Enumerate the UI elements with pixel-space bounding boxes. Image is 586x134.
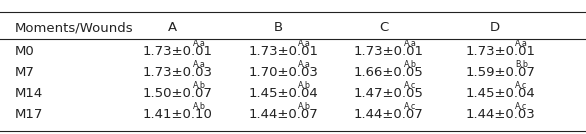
Text: M14: M14 — [15, 87, 43, 100]
Text: A,c: A,c — [515, 102, 527, 111]
Text: C: C — [379, 21, 389, 34]
Text: 1.66±0.05: 1.66±0.05 — [354, 66, 424, 79]
Text: 1.47±0.05: 1.47±0.05 — [354, 87, 424, 100]
Text: B: B — [274, 21, 283, 34]
Text: 1.50±0.07: 1.50±0.07 — [143, 87, 213, 100]
Text: 1.44±0.07: 1.44±0.07 — [354, 108, 424, 121]
Text: A,a: A,a — [193, 60, 206, 69]
Text: A,b: A,b — [193, 81, 206, 90]
Text: 1.73±0.01: 1.73±0.01 — [248, 45, 319, 58]
Text: 1.73±0.01: 1.73±0.01 — [143, 45, 213, 58]
Text: A,c: A,c — [404, 102, 416, 111]
Text: 1.45±0.04: 1.45±0.04 — [248, 87, 318, 100]
Text: A,a: A,a — [515, 39, 528, 48]
Text: A,c: A,c — [515, 81, 527, 90]
Text: A,b: A,b — [298, 102, 311, 111]
Text: A,a: A,a — [298, 39, 311, 48]
Text: B,b: B,b — [515, 60, 528, 69]
Text: 1.73±0.03: 1.73±0.03 — [143, 66, 213, 79]
Text: A,b: A,b — [404, 60, 417, 69]
Text: A: A — [168, 21, 178, 34]
Text: D: D — [490, 21, 500, 34]
Text: A,a: A,a — [404, 39, 417, 48]
Text: A,b: A,b — [193, 102, 206, 111]
Text: 1.73±0.01: 1.73±0.01 — [465, 45, 536, 58]
Text: 1.44±0.07: 1.44±0.07 — [248, 108, 318, 121]
Text: A,a: A,a — [298, 60, 311, 69]
Text: A,b: A,b — [298, 81, 311, 90]
Text: 1.70±0.03: 1.70±0.03 — [248, 66, 318, 79]
Text: M0: M0 — [15, 45, 35, 58]
Text: A,c: A,c — [404, 81, 416, 90]
Text: 1.41±0.10: 1.41±0.10 — [143, 108, 213, 121]
Text: 1.73±0.01: 1.73±0.01 — [354, 45, 424, 58]
Text: 1.45±0.04: 1.45±0.04 — [465, 87, 535, 100]
Text: M7: M7 — [15, 66, 35, 79]
Text: 1.44±0.03: 1.44±0.03 — [465, 108, 535, 121]
Text: M17: M17 — [15, 108, 43, 121]
Text: A,a: A,a — [193, 39, 206, 48]
Text: 1.59±0.07: 1.59±0.07 — [465, 66, 535, 79]
Text: Moments/Wounds: Moments/Wounds — [15, 21, 133, 34]
